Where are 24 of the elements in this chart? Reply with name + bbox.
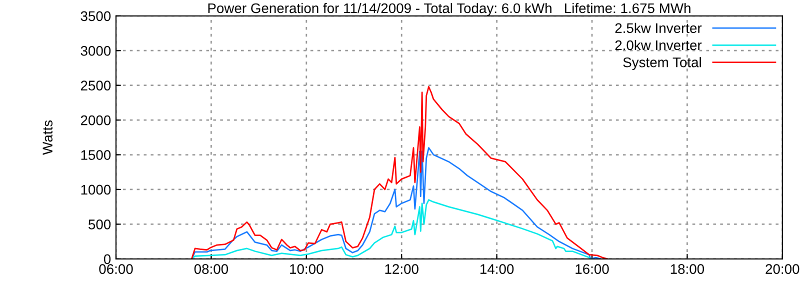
line-series (190, 199, 592, 259)
x-tick-label: 16:00 (576, 264, 609, 274)
x-tick-label: 10:00 (290, 264, 324, 274)
y-tick-label: 1500 (81, 150, 111, 160)
y-tick-label: 500 (88, 220, 111, 230)
x-tick-label: 18:00 (670, 264, 704, 274)
y-tick-label: 2500 (80, 80, 111, 90)
y-tick-label: 3500 (80, 11, 111, 22)
line-series (190, 147, 602, 259)
x-tick-label: 20:00 (766, 264, 800, 274)
legend-label: 2.5kw Inverter (615, 22, 702, 34)
y-tick-label: 2000 (80, 115, 111, 126)
x-tick-label: 06:00 (99, 264, 133, 274)
x-tick-label: 14:00 (480, 264, 514, 274)
y-tick-label: 3000 (80, 46, 111, 56)
x-tick-label: 12:00 (385, 264, 418, 274)
line-series (190, 86, 608, 259)
legend-label: 2.0kw Inverter (615, 40, 702, 50)
x-tick-label: 08:00 (194, 264, 228, 274)
legend-label: System Total (623, 57, 701, 70)
y-tick-label: 0 (104, 254, 111, 264)
y-tick-label: 1000 (81, 184, 111, 195)
y-axis-title: Watts (42, 120, 52, 155)
chart-title: Power Generation for 11/14/2009 - Total Today: 6.0 kWh Lifetime: 1.675 MWh (208, 2, 690, 16)
